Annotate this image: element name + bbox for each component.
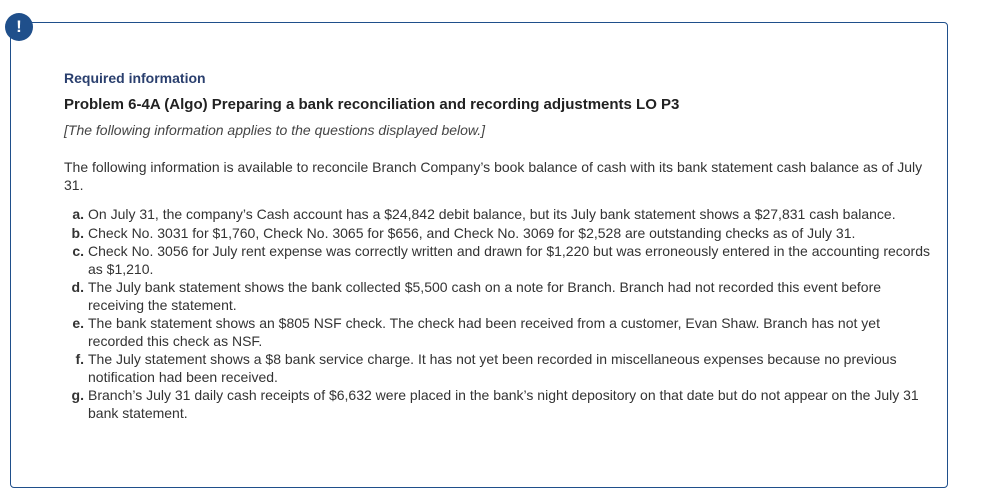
information-list: a. On July 31, the company’s Cash account…: [64, 206, 934, 422]
problem-title: Problem 6-4A (Algo) Preparing a bank rec…: [64, 96, 680, 113]
list-item: a. On July 31, the company’s Cash account…: [64, 206, 934, 224]
item-label: b.: [71, 224, 84, 241]
list-item: f. The July statement shows a $8 bank ser…: [64, 351, 934, 386]
item-label: f.: [75, 351, 84, 367]
item-text: Check No. 3031 for $1,760, Check No. 306…: [88, 224, 856, 241]
list-item: c. Check No. 3056 for July rent expense w…: [64, 243, 934, 278]
item-label: d.: [71, 279, 84, 295]
item-text: The July bank statement shows the bank c…: [88, 279, 882, 313]
item-label: a.: [72, 206, 84, 222]
item-text: Check No. 3056 for July rent expense was…: [88, 243, 931, 277]
item-label: c.: [72, 243, 84, 259]
required-information-panel: Required information Problem 6-4A (Algo)…: [10, 22, 948, 488]
required-information-heading: Required information: [64, 70, 206, 86]
applies-note: [The following information applies to th…: [64, 122, 486, 138]
list-item: d. The July bank statement shows the bank…: [64, 279, 934, 314]
item-text: The July statement shows a $8 bank servi…: [88, 351, 897, 385]
item-text: The bank statement shows an $805 NSF che…: [88, 315, 880, 349]
panel-content: Required information Problem 6-4A (Algo)…: [64, 70, 934, 423]
list-item: g. Branch’s July 31 daily cash receipts o…: [64, 387, 934, 422]
item-text: Branch’s July 31 daily cash receipts of …: [88, 387, 919, 421]
item-label: e.: [72, 315, 84, 331]
alert-exclamation-icon: !: [5, 13, 33, 41]
item-label: g.: [71, 387, 84, 403]
item-text: On July 31, the company’s Cash account h…: [88, 206, 896, 222]
intro-paragraph: The following information is available t…: [64, 159, 923, 193]
list-item: e. The bank statement shows an $805 NSF c…: [64, 315, 934, 350]
list-item: b. Check No. 3031 for $1,760, Check No. 3…: [64, 225, 934, 243]
